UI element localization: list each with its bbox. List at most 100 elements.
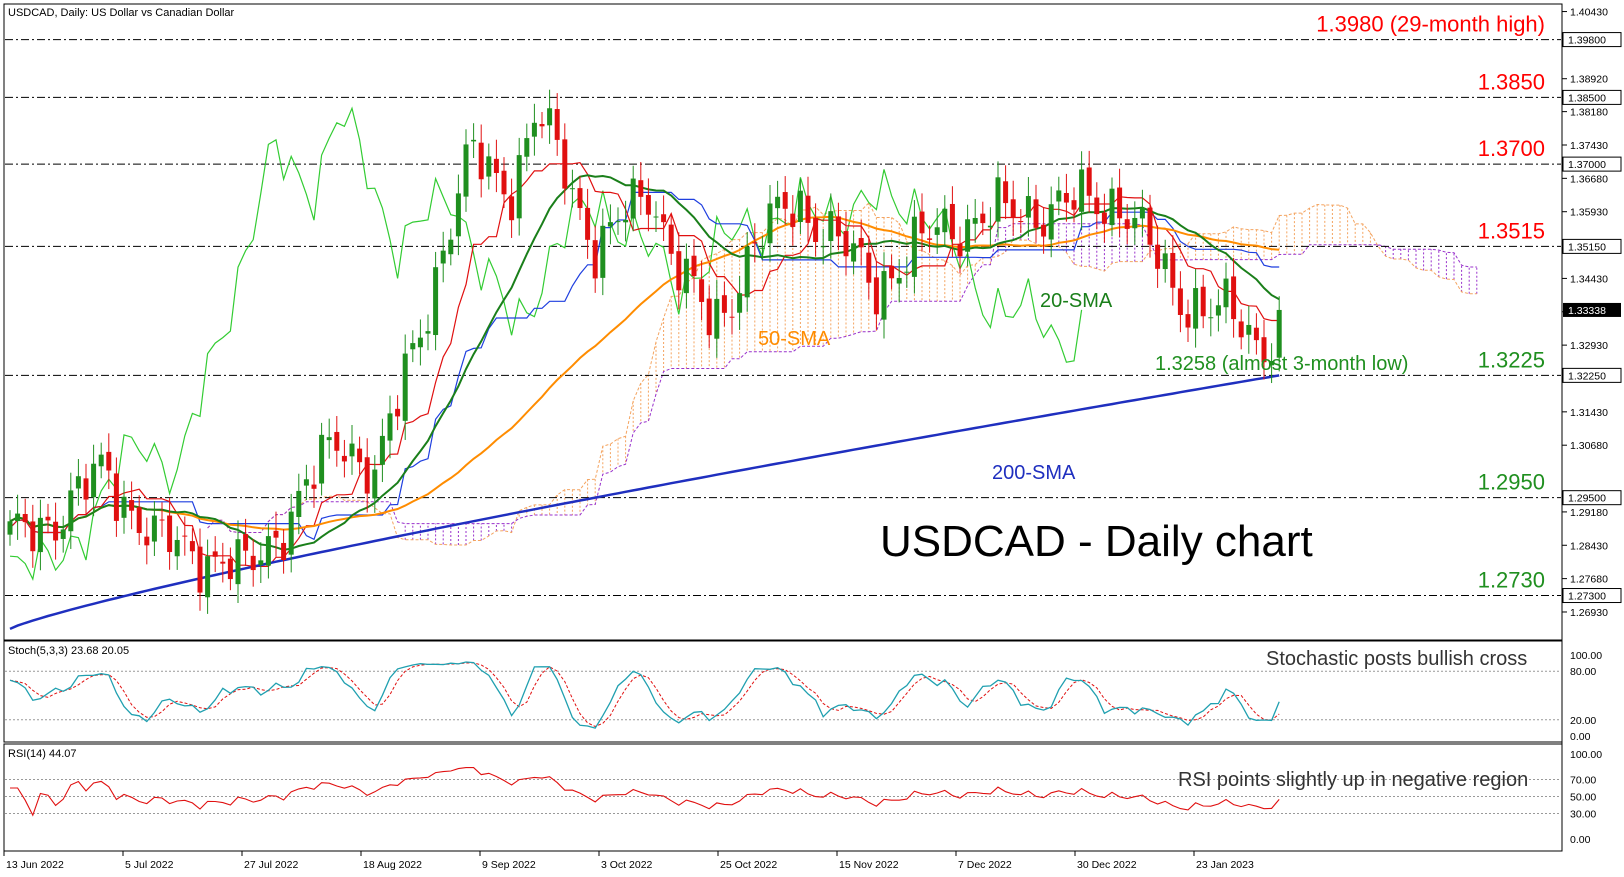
y-tick-label: 1.26930 (1570, 607, 1608, 619)
candle-body (1063, 193, 1069, 203)
candle-body (562, 139, 568, 189)
candle-body (205, 556, 211, 598)
candle-body (341, 455, 347, 462)
candle-body (1117, 187, 1123, 219)
level-axis-box (1562, 367, 1622, 383)
candle-body (843, 231, 849, 257)
stoch-y-tick-label: 80.00 (1570, 666, 1596, 678)
candle-body (1238, 321, 1244, 338)
candle-body (243, 534, 249, 551)
level-axis-box (1562, 156, 1622, 172)
candle-body (721, 295, 727, 313)
candle-body (554, 109, 560, 140)
stoch-d-line (9, 662, 1280, 728)
tenkan-sen-line (9, 161, 1280, 567)
candle-body (364, 457, 370, 494)
candle-body (83, 478, 89, 500)
candle-body (592, 240, 598, 279)
candle-body (896, 277, 902, 284)
y-tick-label: 1.36680 (1570, 173, 1608, 185)
candle-body (873, 277, 879, 315)
candle-body (1170, 252, 1176, 288)
candle-body (433, 267, 439, 336)
level-axis-label: 1.37000 (1568, 159, 1606, 171)
candle-body (471, 139, 477, 142)
level-axis-label: 1.35150 (1568, 241, 1606, 253)
candle-body (729, 316, 735, 318)
candle-body (972, 217, 978, 224)
candle-body (1147, 207, 1153, 245)
level-note: 1.3700 (1478, 136, 1545, 161)
candle-body (296, 490, 302, 517)
candle-body (478, 142, 484, 180)
candle-body (440, 250, 446, 264)
candle-body (668, 224, 674, 254)
candle-body (501, 170, 507, 195)
x-axis: 13 Jun 2022 5 Jul 2022 27 Jul 2022 18 Aug 2… (3, 851, 1254, 871)
candle-body (904, 271, 910, 273)
stoch-y-tick-label: 20.00 (1570, 715, 1596, 727)
candle-body (927, 238, 933, 240)
stoch-y-tick-label: 100.00 (1570, 650, 1602, 662)
candle-body (889, 265, 895, 279)
senkou-span-b-line (207, 223, 1477, 533)
candle-body (699, 279, 705, 302)
rsi-y-tick-label: 70.00 (1570, 775, 1596, 787)
candle-body (1185, 314, 1191, 328)
candle-body (402, 353, 408, 421)
candle-body (1048, 204, 1054, 240)
rsi-y-tick-label: 100.00 (1570, 749, 1602, 761)
candle-body (1261, 337, 1267, 363)
candle-body (91, 463, 97, 498)
level-axis-label: 1.32250 (1568, 370, 1606, 382)
chart-title: USDCAD - Daily chart (880, 517, 1313, 566)
candle-body (182, 535, 188, 537)
candle-body (1033, 199, 1039, 228)
candle-body (334, 431, 340, 451)
candle-body (379, 435, 385, 465)
y-tick-label: 1.37430 (1570, 140, 1608, 152)
candle-body (493, 158, 499, 174)
level-axis-box (1562, 490, 1622, 506)
candle-body (623, 219, 629, 223)
candle-body (159, 519, 165, 521)
level-axis-box (1562, 89, 1622, 105)
candle-body (942, 208, 948, 233)
candle-body (881, 271, 887, 320)
x-tick-label: 7 Dec 2022 (958, 859, 1012, 871)
rsi-y-tick-label: 0.00 (1570, 834, 1591, 846)
candle-body (1155, 244, 1161, 269)
level-axis-box (1562, 588, 1622, 604)
kijun-sen-line (9, 191, 1280, 541)
candle-body (22, 514, 28, 523)
x-tick-label: 5 Jul 2022 (125, 859, 174, 871)
candle-body (1162, 253, 1168, 270)
x-tick-label: 3 Oct 2022 (601, 859, 653, 871)
candle-body (980, 213, 986, 224)
candle-body (448, 239, 454, 255)
candle-body (828, 211, 834, 242)
level-axis-label: 1.38500 (1568, 92, 1606, 104)
candle-body (539, 124, 545, 127)
candle-body (987, 225, 993, 228)
candle-body (463, 144, 469, 197)
candle-body (37, 517, 43, 553)
candle-body (585, 207, 591, 240)
candle-body (577, 188, 583, 209)
candle-body (767, 203, 773, 244)
candle-body (455, 193, 461, 237)
candle-body (653, 216, 659, 218)
level-axis-label: 1.27300 (1568, 591, 1606, 603)
rsi-line (10, 767, 1280, 817)
candle-body (250, 555, 256, 571)
current-price-label: 1.33338 (1568, 305, 1606, 317)
candle-body (189, 541, 195, 552)
candle-body (1041, 224, 1047, 237)
candle-body (965, 219, 971, 252)
sma20-label: 20-SMA (1040, 290, 1113, 312)
candle-body (395, 408, 401, 417)
candle-body (60, 529, 66, 539)
x-tick-label: 9 Sep 2022 (482, 859, 536, 871)
candle-body (737, 293, 743, 313)
y-tick-label: 1.38920 (1570, 74, 1608, 86)
